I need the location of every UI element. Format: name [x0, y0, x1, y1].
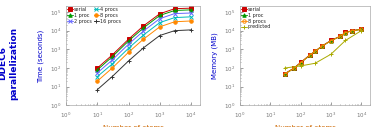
Y-axis label: Memory (MB): Memory (MB)	[212, 33, 218, 79]
Legend: serial, 1 proc, 8 procs, predicted: serial, 1 proc, 8 procs, predicted	[240, 7, 271, 29]
Y-axis label: Time (seconds): Time (seconds)	[38, 29, 45, 83]
X-axis label: Number of atoms: Number of atoms	[103, 125, 164, 127]
Text: DDEC6
parallelization: DDEC6 parallelization	[0, 27, 19, 100]
X-axis label: Number of atoms: Number of atoms	[275, 125, 336, 127]
Legend: serial, 1 proc, 2 procs, 4 procs, 8 procs, 16 procs: serial, 1 proc, 2 procs, 4 procs, 8 proc…	[67, 7, 122, 24]
